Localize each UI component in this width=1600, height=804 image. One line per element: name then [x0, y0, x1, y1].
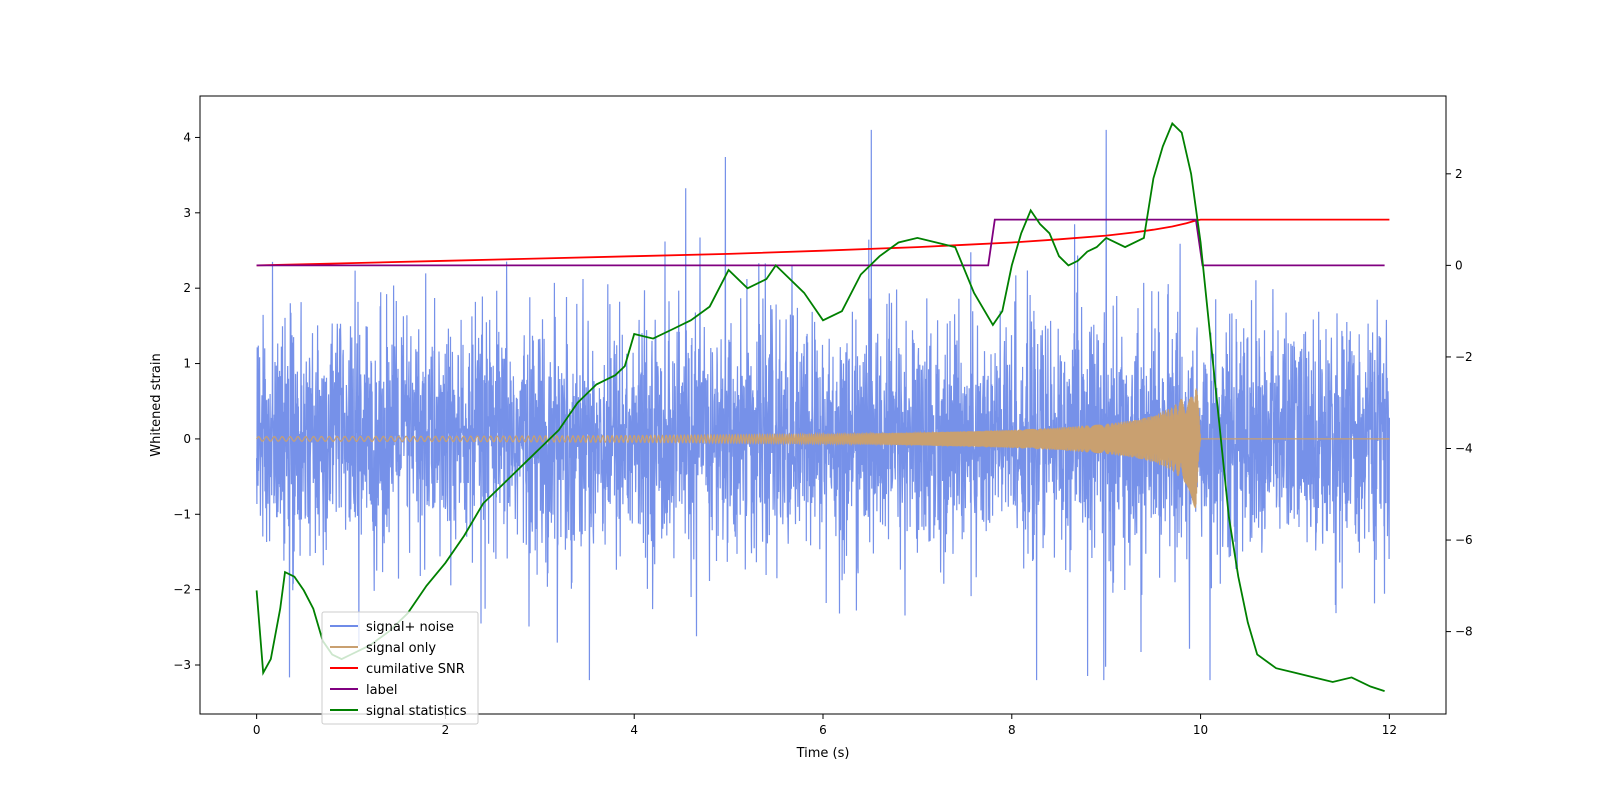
right-y-axis-ticks: −8 −6 −4 −2 0 2 — [1446, 167, 1473, 639]
left-y-tick-label: 4 — [183, 130, 191, 144]
series-label — [256, 218, 1385, 267]
legend-label-snr: cumilative SNR — [366, 662, 465, 677]
right-y-tick-label: −6 — [1455, 533, 1473, 547]
legend-box — [321, 611, 479, 725]
x-tick-label: 0 — [253, 723, 261, 737]
left-y-tick-label: −3 — [173, 658, 191, 672]
y-axis-label: Whitened strain — [149, 353, 164, 456]
right-y-tick-label: −2 — [1455, 350, 1473, 364]
right-y-tick-label: 0 — [1455, 258, 1463, 272]
x-tick-label: 4 — [630, 723, 638, 737]
series-signal-only — [256, 388, 1390, 509]
legend-label-label: label — [366, 683, 397, 698]
x-tick-label: 12 — [1382, 723, 1397, 737]
legend: signal+ noise signal only cumilative SNR… — [321, 611, 479, 725]
plot-area — [255, 121, 1390, 692]
left-y-axis-ticks: −3 −2 −1 0 1 2 3 4 — [173, 130, 200, 672]
x-tick-label: 8 — [1008, 723, 1016, 737]
x-tick-label: 2 — [442, 723, 450, 737]
left-y-tick-label: 0 — [183, 432, 191, 446]
x-tick-label: 10 — [1193, 723, 1208, 737]
right-y-tick-label: −8 — [1455, 625, 1473, 639]
x-tick-label: 6 — [819, 723, 827, 737]
series-signal-noise — [256, 129, 1390, 681]
legend-label-noise: signal+ noise — [366, 620, 454, 635]
right-y-tick-label: 2 — [1455, 167, 1463, 181]
legend-label-signal: signal only — [366, 641, 436, 656]
plot-clip-group — [255, 121, 1390, 692]
right-y-tick-label: −4 — [1455, 441, 1473, 455]
series-cumulative-snr — [256, 218, 1390, 267]
legend-label-stat: signal statistics — [366, 704, 467, 719]
left-y-tick-label: −1 — [173, 507, 191, 521]
x-axis-label: Time (s) — [796, 746, 850, 761]
left-y-tick-label: 3 — [183, 206, 191, 220]
left-y-tick-label: 2 — [183, 281, 191, 295]
left-y-tick-label: −2 — [173, 583, 191, 597]
left-y-tick-label: 1 — [183, 357, 191, 371]
